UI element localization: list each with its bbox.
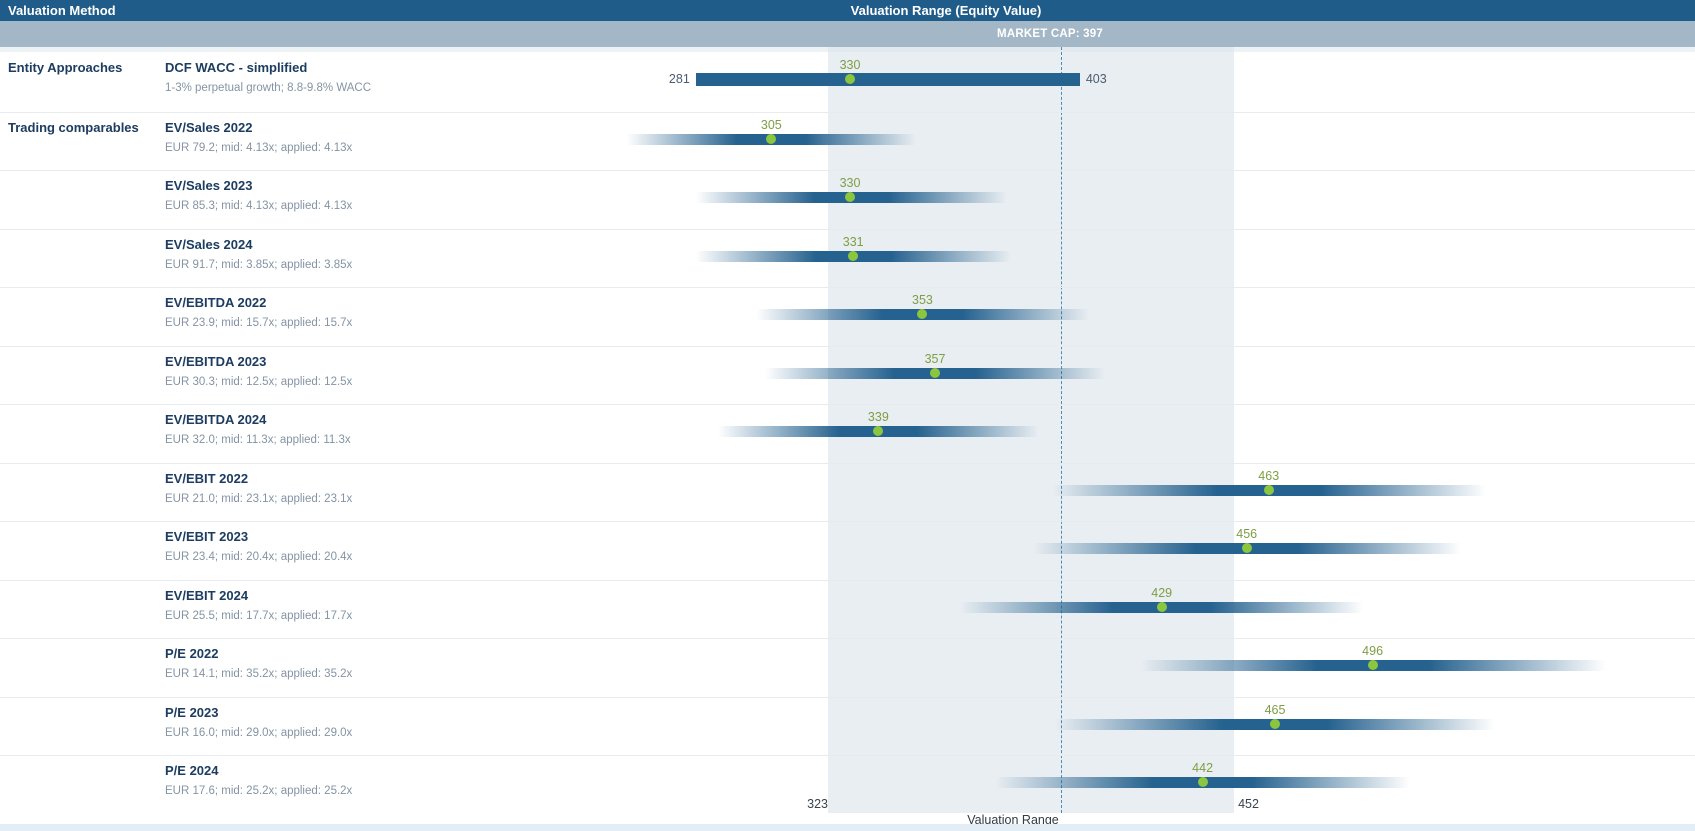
mid-value-label: 456	[1236, 527, 1258, 541]
column-header-valuation-method: Valuation Method	[8, 3, 116, 18]
method-row: EV/EBIT 2022 EUR 21.0; mid: 23.1x; applie…	[0, 462, 1695, 522]
row-title: EV/EBIT 2023	[165, 529, 249, 544]
row-subtitle: 1-3% perpetual growth; 8.8-9.8% WACC	[165, 82, 372, 94]
market-cap-bar: MARKET CAP: 397	[0, 21, 1695, 47]
mid-value-dot[interactable]	[766, 133, 777, 144]
row-title: DCF WACC - simplified	[165, 60, 308, 75]
market-cap-dashed-line	[1060, 47, 1062, 813]
mid-value-label: 331	[842, 234, 864, 249]
bottom-edge-strip	[0, 824, 1695, 831]
method-row: EV/EBITDA 2024 EUR 32.0; mid: 11.3x; appl…	[0, 404, 1695, 463]
mid-value-dot[interactable]	[848, 250, 859, 261]
mid-value-label: 442	[1192, 761, 1214, 775]
row-title: EV/Sales 2023	[165, 178, 253, 193]
method-row: EV/EBITDA 2022 EUR 23.9; mid: 15.7x; appl…	[0, 287, 1695, 346]
mid-value-label: 465	[1264, 702, 1286, 717]
low-value-label: 281	[668, 72, 690, 86]
mid-value-dot[interactable]	[873, 426, 884, 436]
row-subtitle: EUR 30.3; mid: 12.5x; applied: 12.5x	[165, 375, 353, 388]
mid-value-label: 463	[1258, 468, 1280, 483]
row-title: EV/Sales 2022	[165, 119, 253, 135]
mid-value-label: 429	[1151, 585, 1173, 600]
row-subtitle: EUR 14.1; mid: 35.2x; applied: 35.2x	[165, 668, 353, 680]
high-value-label: 403	[1085, 72, 1107, 86]
row-title: EV/EBITDA 2022	[165, 295, 267, 310]
mid-value-dot[interactable]	[845, 192, 856, 202]
row-subtitle: EUR 25.5; mid: 17.7x; applied: 17.7x	[165, 609, 353, 622]
mid-value-label: 330	[839, 176, 861, 190]
row-title: EV/EBIT 2022	[165, 470, 249, 486]
chart-plot-area: Entity Approaches DCF WACC - simplified 1-…	[0, 47, 1695, 831]
mid-value-label: 353	[912, 293, 933, 307]
mid-value-label: 496	[1362, 644, 1384, 658]
mid-value-label: 305	[760, 117, 782, 132]
row-subtitle: EUR 85.3; mid: 4.13x; applied: 4.13x	[165, 200, 353, 212]
row-subtitle: EUR 17.6; mid: 25.2x; applied: 25.2x	[165, 785, 353, 797]
method-row: P/E 2023 EUR 16.0; mid: 29.0x; applied: 2…	[0, 696, 1695, 756]
row-title: P/E 2023	[165, 704, 219, 720]
row-title: P/E 2022	[165, 646, 219, 661]
row-subtitle: EUR 23.9; mid: 15.7x; applied: 15.7x	[165, 317, 353, 329]
mid-value-label: 357	[924, 351, 946, 366]
method-row: Trading comparables EV/Sales 2022 EUR 79.2…	[0, 111, 1695, 171]
method-row: EV/EBITDA 2023 EUR 30.3; mid: 12.5x; appl…	[0, 345, 1695, 405]
row-subtitle: EUR 21.0; mid: 23.1x; applied: 23.1x	[165, 492, 353, 505]
mid-value-dot[interactable]	[1241, 543, 1252, 553]
header-shadow-strip	[0, 47, 1695, 52]
mid-value-dot[interactable]	[1367, 660, 1378, 670]
method-row: EV/Sales 2024 EUR 91.7; mid: 3.85x; appli…	[0, 228, 1695, 288]
mid-value-label: 330	[839, 58, 861, 72]
mid-value-dot[interactable]	[1270, 718, 1281, 729]
method-row: EV/EBIT 2024 EUR 25.5; mid: 17.7x; applie…	[0, 579, 1695, 639]
mid-value-dot[interactable]	[930, 367, 941, 378]
method-row: EV/EBIT 2023 EUR 23.4; mid: 20.4x; applie…	[0, 521, 1695, 580]
row-subtitle: EUR 32.0; mid: 11.3x; applied: 11.3x	[165, 434, 351, 446]
mid-value-dot[interactable]	[917, 309, 928, 319]
mid-value-dot[interactable]	[1156, 601, 1167, 612]
mid-value-dot[interactable]	[1197, 777, 1208, 787]
mid-value-dot[interactable]	[845, 74, 856, 84]
method-row: Entity Approaches DCF WACC - simplified 1-…	[0, 53, 1695, 111]
axis-min-label: 323	[807, 797, 828, 811]
row-title: EV/EBITDA 2024	[165, 412, 267, 427]
row-subtitle: EUR 91.7; mid: 3.85x; applied: 3.85x	[165, 258, 353, 271]
row-title: EV/EBITDA 2023	[165, 353, 267, 369]
method-row: P/E 2022 EUR 14.1; mid: 35.2x; applied: 3…	[0, 638, 1695, 697]
axis-max-label: 452	[1238, 797, 1259, 811]
mid-value-dot[interactable]	[1263, 484, 1274, 495]
row-title: P/E 2024	[165, 763, 219, 778]
column-header-valuation-range: Valuation Range (Equity Value)	[850, 3, 1042, 18]
row-title: EV/EBIT 2024	[165, 587, 249, 603]
group-label: Entity Approaches	[8, 60, 123, 75]
row-subtitle: EUR 16.0; mid: 29.0x; applied: 29.0x	[165, 726, 353, 739]
row-subtitle: EUR 23.4; mid: 20.4x; applied: 20.4x	[165, 551, 353, 563]
market-cap-label: MARKET CAP: 397	[997, 28, 1103, 40]
table-header-bar: Valuation Method Valuation Range (Equity…	[0, 0, 1695, 21]
mid-value-label: 339	[867, 410, 889, 424]
method-row: EV/Sales 2023 EUR 85.3; mid: 4.13x; appli…	[0, 170, 1695, 229]
axis-caption: Valuation Range	[967, 813, 1059, 827]
method-row: P/E 2024 EUR 17.6; mid: 25.2x; applied: 2…	[0, 755, 1695, 814]
row-subtitle: EUR 79.2; mid: 4.13x; applied: 4.13x	[165, 141, 353, 154]
valuation-range-bar[interactable]	[695, 73, 1080, 86]
row-title: EV/Sales 2024	[165, 236, 253, 252]
group-label: Trading comparables	[8, 119, 139, 135]
